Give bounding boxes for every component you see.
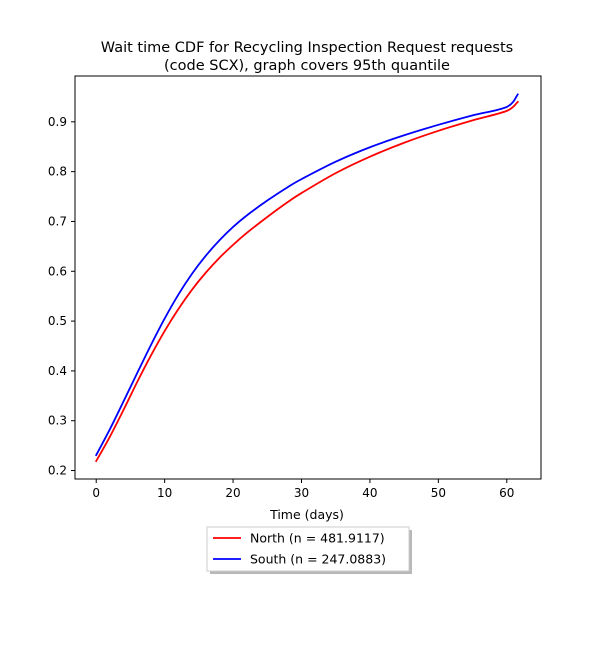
y-tick-label: 0.7: [48, 214, 67, 228]
y-tick-label: 0.8: [48, 165, 67, 179]
y-tick-label: 0.3: [48, 414, 67, 428]
y-tick-label: 0.4: [48, 364, 67, 378]
legend-label-north: North (n = 481.9117): [250, 531, 385, 546]
x-tick-label: 10: [157, 486, 172, 500]
series-line-south: [94, 93, 519, 457]
series-line-north: [94, 100, 519, 463]
plot-frame: [74, 75, 542, 480]
y-tick-label: 0.6: [48, 264, 67, 278]
chart-subtitle: (code SCX), graph covers 95th quantile: [164, 58, 450, 74]
x-tick-label: 0: [92, 486, 100, 500]
x-axis-label: Time (days): [269, 507, 344, 522]
y-tick-label: 0.9: [48, 115, 67, 129]
legend: North (n = 481.9117) South (n = 247.0883): [206, 526, 412, 574]
legend-box: [206, 526, 410, 572]
y-tick-label: 0.2: [48, 464, 67, 478]
legend-label-south: South (n = 247.0883): [250, 552, 386, 567]
y-tick-label: 0.5: [48, 314, 67, 328]
x-tick-label: 40: [362, 486, 377, 500]
chart-title: Wait time CDF for Recycling Inspection R…: [101, 40, 513, 56]
x-tick-label: 50: [431, 486, 446, 500]
x-tick-label: 60: [499, 486, 514, 500]
plot-area: 0 10 20 30 40 50 60 0.2 0.3 0.4 0.5 0.6 0.7 0.8 0.9: [48, 75, 542, 500]
x-tick-label: 30: [294, 486, 309, 500]
x-tick-label: 20: [225, 486, 240, 500]
